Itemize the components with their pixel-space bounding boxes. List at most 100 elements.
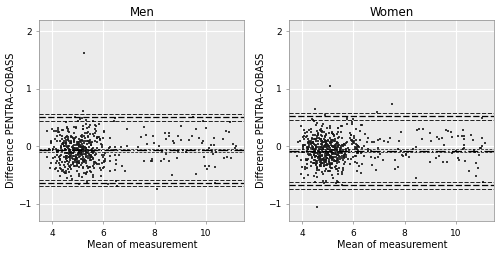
Point — [76, 155, 84, 159]
Point — [77, 145, 85, 149]
Point — [72, 126, 80, 130]
Point — [48, 140, 56, 144]
Point — [222, 155, 230, 159]
Point — [169, 139, 177, 143]
Point — [72, 135, 80, 140]
Point — [312, 154, 320, 158]
Point — [327, 141, 335, 145]
Point — [322, 142, 330, 146]
Point — [312, 149, 320, 153]
Point — [348, 155, 356, 159]
Point — [121, 169, 129, 173]
Point — [322, 154, 330, 158]
Point — [320, 137, 328, 142]
Point — [302, 158, 310, 162]
Point — [354, 149, 362, 153]
Point — [64, 162, 72, 166]
Point — [100, 165, 108, 169]
Point — [74, 140, 82, 144]
Point — [328, 138, 336, 142]
Point — [340, 142, 347, 146]
Point — [76, 151, 84, 155]
Point — [82, 152, 90, 156]
Point — [320, 143, 328, 147]
Point — [324, 126, 332, 130]
Point — [341, 143, 349, 147]
Point — [324, 138, 332, 142]
Point — [304, 158, 312, 162]
Point — [312, 161, 320, 165]
Point — [318, 134, 326, 138]
Point — [150, 141, 158, 145]
Point — [66, 148, 74, 152]
Point — [224, 130, 232, 134]
Point — [334, 169, 342, 173]
Point — [82, 131, 90, 135]
Point — [82, 155, 90, 159]
Point — [304, 152, 312, 156]
Point — [80, 149, 88, 153]
Point — [395, 138, 403, 143]
Point — [72, 156, 80, 161]
Point — [142, 133, 150, 137]
Point — [335, 143, 343, 147]
Point — [64, 138, 72, 142]
Point — [312, 147, 320, 151]
Point — [326, 126, 334, 130]
Point — [48, 127, 56, 131]
Point — [328, 131, 336, 135]
Point — [312, 145, 320, 149]
Point — [344, 157, 352, 162]
Point — [82, 122, 90, 126]
Point — [322, 179, 330, 183]
Point — [78, 147, 86, 151]
Point — [70, 162, 78, 166]
Point — [338, 172, 346, 176]
Point — [101, 159, 109, 163]
Point — [206, 146, 214, 150]
Point — [328, 155, 336, 159]
Point — [52, 129, 60, 133]
Point — [310, 150, 318, 154]
Point — [298, 143, 306, 147]
Point — [328, 161, 336, 165]
Point — [84, 147, 92, 152]
Point — [328, 144, 336, 148]
Point — [74, 151, 82, 155]
Point — [318, 129, 326, 133]
Point — [326, 165, 334, 169]
Point — [337, 151, 345, 155]
Point — [68, 151, 76, 155]
Point — [459, 128, 467, 132]
Point — [62, 135, 70, 139]
Point — [342, 141, 350, 145]
Point — [340, 153, 348, 157]
Point — [316, 164, 324, 168]
Point — [305, 141, 313, 145]
Point — [47, 141, 55, 145]
Point — [454, 134, 462, 138]
Point — [314, 205, 322, 209]
Point — [90, 165, 98, 169]
Point — [78, 145, 86, 149]
Point — [435, 154, 443, 158]
Point — [81, 138, 89, 143]
Point — [322, 144, 330, 148]
Point — [212, 165, 220, 169]
Point — [345, 148, 353, 152]
Point — [405, 155, 413, 159]
Point — [324, 162, 332, 166]
Point — [332, 139, 340, 143]
Point — [83, 164, 91, 168]
Point — [340, 162, 347, 166]
Point — [80, 147, 88, 151]
Point — [378, 158, 386, 162]
Point — [316, 163, 324, 167]
Point — [326, 135, 334, 140]
Point — [67, 140, 75, 144]
Point — [307, 130, 315, 134]
Point — [313, 136, 321, 140]
Point — [43, 129, 51, 133]
Point — [363, 140, 371, 144]
Point — [76, 148, 84, 153]
